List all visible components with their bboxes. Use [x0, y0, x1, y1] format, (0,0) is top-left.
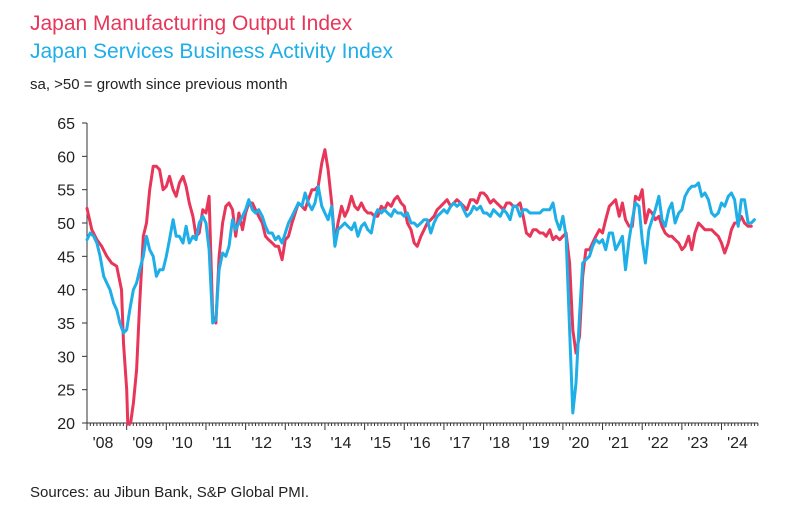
x-tick-label: '13 [291, 435, 312, 452]
source-note: Sources: au Jibun Bank, S&P Global PMI. [30, 484, 310, 501]
x-tick-label: '23 [687, 435, 708, 452]
chart-subtitle: sa, >50 = growth since previous month [30, 76, 288, 93]
y-tick-label: 20 [57, 416, 75, 433]
series-line-services [85, 181, 756, 415]
y-tick-label: 60 [57, 149, 75, 166]
y-tick-label: 65 [57, 116, 75, 133]
series-line-manufacturing [85, 148, 753, 426]
x-tick-label: '15 [370, 435, 391, 452]
y-tick-label: 30 [57, 349, 75, 366]
x-tick-label: '19 [529, 435, 550, 452]
x-tick-label: '17 [449, 435, 470, 452]
x-tick-label: '09 [132, 435, 153, 452]
x-tick-label: '14 [331, 435, 352, 452]
x-tick-label: '22 [648, 435, 669, 452]
y-tick-label: 55 [57, 183, 75, 200]
x-tick-label: '20 [568, 435, 589, 452]
chart-title-manufacturing: Japan Manufacturing Output Index [30, 12, 353, 35]
x-tick-label: '18 [489, 435, 510, 452]
x-tick-label: '08 [93, 435, 114, 452]
x-tick-label: '10 [172, 435, 193, 452]
x-tick-label: '16 [410, 435, 431, 452]
y-tick-label: 45 [57, 249, 75, 266]
x-tick-label: '11 [212, 435, 232, 452]
y-tick-label: 35 [57, 316, 75, 333]
x-tick-label: '21 [608, 435, 629, 452]
y-tick-label: 25 [57, 383, 75, 400]
x-tick-label: '24 [727, 435, 748, 452]
y-tick-label: 50 [57, 216, 75, 233]
chart-title-services: Japan Services Business Activity Index [30, 40, 394, 63]
y-tick-label: 40 [57, 283, 75, 300]
x-tick-label: '12 [251, 435, 272, 452]
